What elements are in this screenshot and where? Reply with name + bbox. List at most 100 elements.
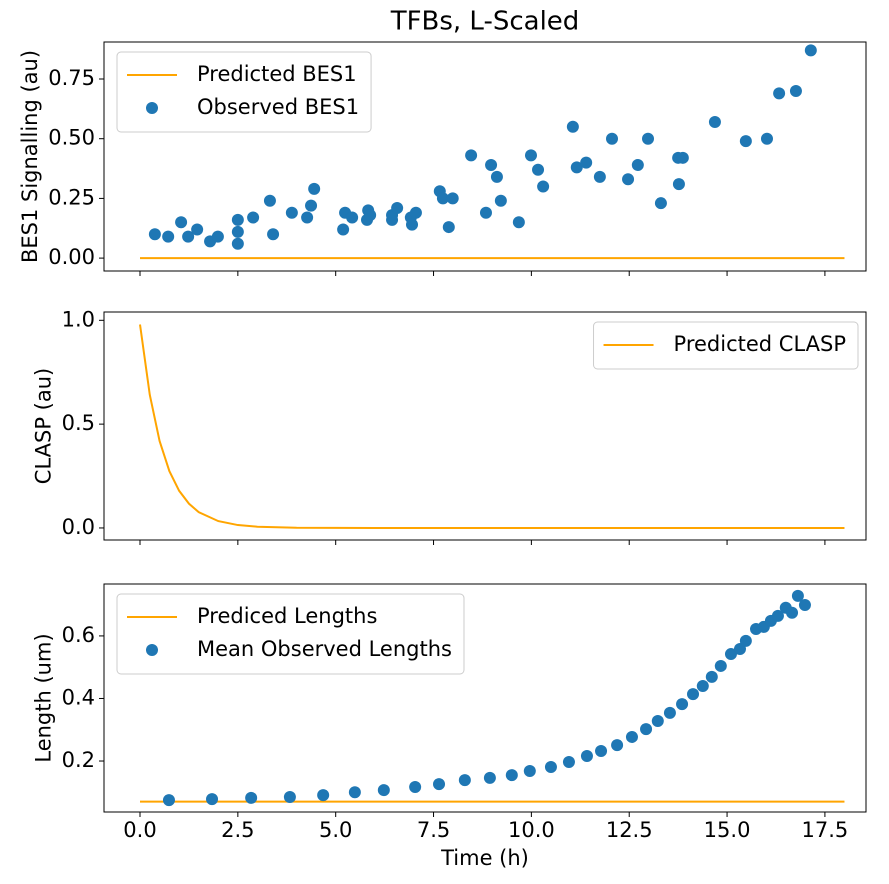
scatter-point: [337, 223, 350, 236]
scatter-point: [708, 115, 721, 128]
scatter-point: [206, 793, 219, 806]
scatter-point: [458, 774, 471, 787]
scatter-point: [804, 44, 817, 57]
scatter-point: [760, 132, 773, 145]
scatter-point: [442, 221, 455, 234]
scatter-point: [631, 158, 644, 171]
scatter-point: [705, 670, 718, 683]
axes-frame: [103, 311, 867, 541]
scatter-point: [231, 225, 244, 238]
scatter-point: [409, 780, 422, 793]
y-tick-label: 0.50: [48, 126, 95, 150]
scatter-point: [494, 194, 507, 207]
scatter-point: [739, 135, 752, 148]
scatter-point: [391, 201, 404, 214]
scatter-point: [406, 218, 419, 231]
scatter-point: [532, 163, 545, 176]
series-line: [139, 324, 845, 529]
scatter-point: [714, 659, 727, 672]
scatter-point: [436, 192, 449, 205]
y-tick-label: 0.00: [48, 245, 95, 269]
axes-frame: [103, 41, 867, 272]
y-axis-label: CLASP (au): [32, 368, 56, 484]
x-tick-label: 0.0: [123, 818, 156, 842]
y-axis-label: Length (um): [32, 633, 56, 762]
axes-frame: [103, 583, 867, 813]
x-tick-label: 17.5: [802, 818, 849, 842]
plot-area: [139, 324, 845, 529]
legend-box: [593, 321, 859, 370]
legend-box: [116, 593, 465, 675]
legend-label: Mean Observed Lengths: [197, 637, 452, 661]
scatter-point: [789, 84, 802, 97]
scatter-point: [676, 151, 689, 164]
y-tick-label: 0.0: [62, 515, 95, 539]
scatter-point: [570, 161, 583, 174]
scatter-point: [676, 698, 689, 711]
scatter-point: [512, 216, 525, 229]
scatter-point: [267, 228, 280, 241]
y-tick-label: 0.6: [62, 623, 95, 647]
scatter-point: [611, 739, 624, 752]
scatter-point: [231, 237, 244, 250]
scatter-point: [625, 730, 638, 743]
x-tick-label: 2.5: [221, 818, 254, 842]
scatter-point: [786, 606, 799, 619]
scatter-point: [651, 714, 664, 727]
legend-label: Observed BES1: [197, 95, 359, 119]
scatter-point: [505, 769, 518, 782]
scatter-point: [247, 211, 260, 224]
scatter-point: [523, 765, 536, 778]
scatter-point: [364, 209, 377, 222]
scatter-point: [537, 180, 550, 193]
y-tick-label: 0.75: [48, 66, 95, 90]
scatter-point: [148, 228, 161, 241]
scatter-point: [377, 784, 390, 797]
scatter-point: [773, 87, 786, 100]
scatter-point: [305, 199, 318, 212]
scatter-point: [211, 230, 224, 243]
scatter-point: [479, 206, 492, 219]
scatter-point: [642, 132, 655, 145]
scatter-point: [348, 786, 361, 799]
scatter-point: [696, 679, 709, 692]
x-tick-label: 15.0: [704, 818, 751, 842]
scatter-point: [162, 794, 175, 807]
scatter-point: [791, 589, 804, 602]
scatter-point: [724, 648, 737, 661]
scatter-point: [606, 132, 618, 145]
scatter-point: [283, 790, 296, 803]
y-axis-label: BES1 Signalling (au): [18, 50, 42, 263]
y-tick-label: 0.4: [62, 685, 95, 709]
x-tick-label: 10.0: [508, 818, 555, 842]
y-tick-label: 0.25: [48, 185, 95, 209]
legend-label: Predicted CLASP: [674, 332, 846, 356]
scatter-point: [562, 755, 575, 768]
scatter-point: [191, 223, 204, 236]
scatter-point: [798, 598, 811, 611]
y-tick-label: 0.5: [62, 411, 95, 435]
scatter-point: [595, 745, 608, 758]
scatter-point: [622, 173, 635, 186]
scatter-point: [285, 206, 298, 219]
scatter-point: [263, 194, 276, 207]
scatter-point: [640, 723, 653, 736]
scatter-point: [433, 778, 446, 791]
scatter-point: [317, 789, 330, 802]
chart-title: TFBs, L-Scaled: [390, 7, 580, 37]
scatter-point: [580, 750, 593, 763]
legend-label: Prediced Lengths: [197, 604, 377, 628]
legend: Prediced Lengths Mean Observed Lengths: [116, 593, 465, 675]
legend: Predicted CLASP: [593, 321, 859, 370]
scatter-point: [231, 213, 244, 226]
scatter-point: [465, 149, 478, 162]
scatter-point: [162, 230, 175, 243]
scatter-point: [346, 211, 359, 224]
x-tick-label: 7.5: [417, 818, 450, 842]
scatter-point: [301, 211, 314, 224]
scatter-point: [409, 206, 422, 219]
scatter-point: [580, 156, 593, 169]
legend-label: Predicted BES1: [197, 62, 357, 86]
legend-marker: [146, 644, 158, 656]
